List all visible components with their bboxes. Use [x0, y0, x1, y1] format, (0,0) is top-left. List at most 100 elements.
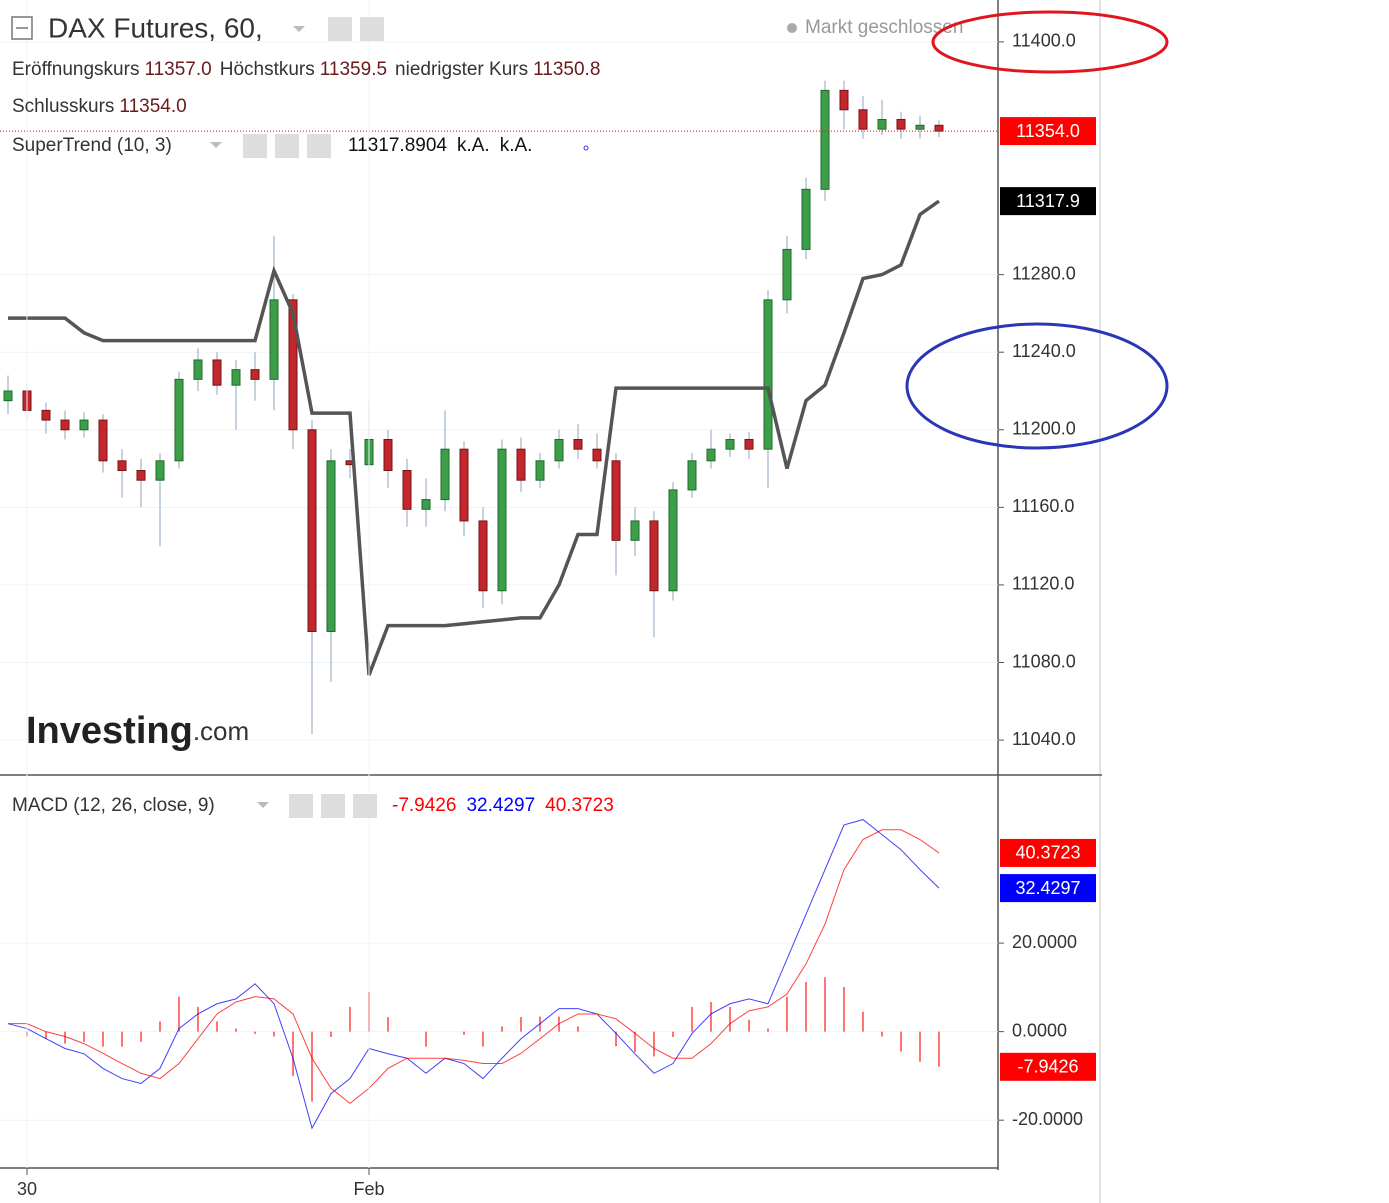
- market-status: Markt geschlossen: [805, 17, 963, 38]
- legend-value: 11350.8: [533, 59, 600, 80]
- histogram-bar: [235, 1028, 237, 1032]
- candle-body: [79, 419, 89, 431]
- candle-body: [535, 460, 545, 481]
- histogram-bar: [748, 1019, 750, 1032]
- y-tick-label: 11040.0: [1012, 729, 1076, 749]
- histogram-bar: [45, 1031, 47, 1039]
- candle-body: [174, 378, 184, 462]
- histogram-bar: [311, 1031, 313, 1102]
- remove-button[interactable]: [353, 794, 377, 818]
- histogram-bar: [767, 1028, 769, 1032]
- candle-body: [402, 470, 412, 510]
- ohlc-legend: Eröffnungskurs 11357.0 Höchstkurs 11359.5 ni…: [12, 59, 600, 80]
- candle-body: [896, 118, 906, 130]
- candle-body: [459, 448, 469, 522]
- histogram-bar: [938, 1031, 940, 1067]
- supertrend-line: [8, 199, 941, 676]
- price-badge: [1000, 117, 1096, 146]
- candle-body: [592, 448, 602, 462]
- dropdown-arrow[interactable]: [293, 26, 305, 32]
- watermark-brand: Investing: [26, 710, 193, 752]
- candle-body: [782, 248, 792, 301]
- histogram-bar: [102, 1031, 104, 1047]
- candle-body: [307, 429, 317, 632]
- candle-body: [288, 299, 298, 431]
- settings-button[interactable]: [360, 17, 384, 41]
- candle-body: [839, 89, 849, 111]
- candle-body: [155, 460, 165, 481]
- histogram-bar: [900, 1031, 902, 1052]
- y-tick-label: -20.0000: [1012, 1109, 1083, 1129]
- histogram-bar: [577, 1026, 579, 1032]
- watermark-suffix: .com: [193, 716, 249, 746]
- candle-body: [478, 520, 488, 592]
- histogram-bar: [178, 996, 180, 1032]
- candle-body: [497, 448, 507, 592]
- collapse-button[interactable]: [11, 16, 33, 40]
- histogram-bar: [292, 1031, 294, 1076]
- candle-body: [60, 419, 70, 431]
- histogram-bar: [843, 986, 845, 1032]
- price-badge: [1000, 187, 1096, 216]
- histogram-bar: [881, 1031, 883, 1037]
- candle-body: [915, 124, 925, 130]
- histogram-bar: [501, 1026, 503, 1032]
- indicator-value: 11317.8904: [348, 135, 447, 156]
- histogram-bar: [824, 977, 826, 1032]
- legend-label: niedrigster Kurs: [395, 59, 528, 80]
- price-badge: [1000, 838, 1096, 867]
- y-tick-label: 11080.0: [1012, 651, 1076, 671]
- histogram-bar: [729, 1006, 731, 1032]
- dropdown-arrow[interactable]: [210, 142, 222, 148]
- candle-body: [516, 448, 526, 481]
- y-tick-label: 11400.0: [1012, 31, 1076, 51]
- candle-body: [3, 390, 13, 402]
- histogram-bar: [140, 1031, 142, 1042]
- candle-body: [421, 499, 431, 510]
- candle-body: [383, 438, 393, 472]
- x-tick-label: Feb: [353, 1179, 384, 1199]
- candle-body: [326, 460, 336, 632]
- indicator-value: k.A.: [457, 135, 490, 156]
- dropdown-arrow[interactable]: [257, 802, 269, 808]
- candle-body: [668, 489, 678, 592]
- histogram-bar: [786, 996, 788, 1032]
- visibility-button[interactable]: [243, 134, 267, 158]
- histogram-bar: [919, 1031, 921, 1062]
- candle-body: [649, 520, 659, 592]
- price-badge-label: 32.4297: [1015, 878, 1080, 898]
- visibility-button[interactable]: [289, 794, 313, 818]
- candle-body: [269, 299, 279, 380]
- y-tick-label: 11160.0: [1012, 496, 1074, 516]
- candle-body: [212, 359, 222, 386]
- histogram-bar: [330, 1031, 332, 1037]
- candle-body: [136, 470, 146, 481]
- histogram-bar: [64, 1031, 66, 1044]
- visibility-button[interactable]: [328, 17, 352, 41]
- histogram-bar: [159, 1021, 161, 1032]
- indicator-value: -7.9426: [392, 795, 456, 816]
- candle-body: [193, 359, 203, 380]
- histogram-bar: [805, 982, 807, 1032]
- candle-body: [820, 89, 830, 190]
- indicator-name: SuperTrend (10, 3): [12, 135, 172, 156]
- candle-body: [877, 118, 887, 130]
- histogram-bar: [615, 1031, 617, 1047]
- candle-body: [744, 438, 754, 450]
- candle-body: [725, 438, 735, 450]
- candle-body: [611, 460, 621, 541]
- legend-value: 11354.0: [119, 96, 186, 117]
- settings-button[interactable]: [275, 134, 299, 158]
- y-tick-label: 11200.0: [1012, 419, 1076, 439]
- price-badge-label: 11317.9: [1016, 191, 1080, 211]
- candle-body: [41, 409, 51, 421]
- y-tick-label: 11120.0: [1012, 574, 1074, 594]
- indicator-name: MACD (12, 26, close, 9): [12, 795, 215, 816]
- candle-body: [706, 448, 716, 462]
- settings-button[interactable]: [321, 794, 345, 818]
- histogram-bar: [463, 1031, 465, 1035]
- remove-button[interactable]: [307, 134, 331, 158]
- histogram-bar: [425, 1031, 427, 1047]
- candle-body: [440, 448, 450, 501]
